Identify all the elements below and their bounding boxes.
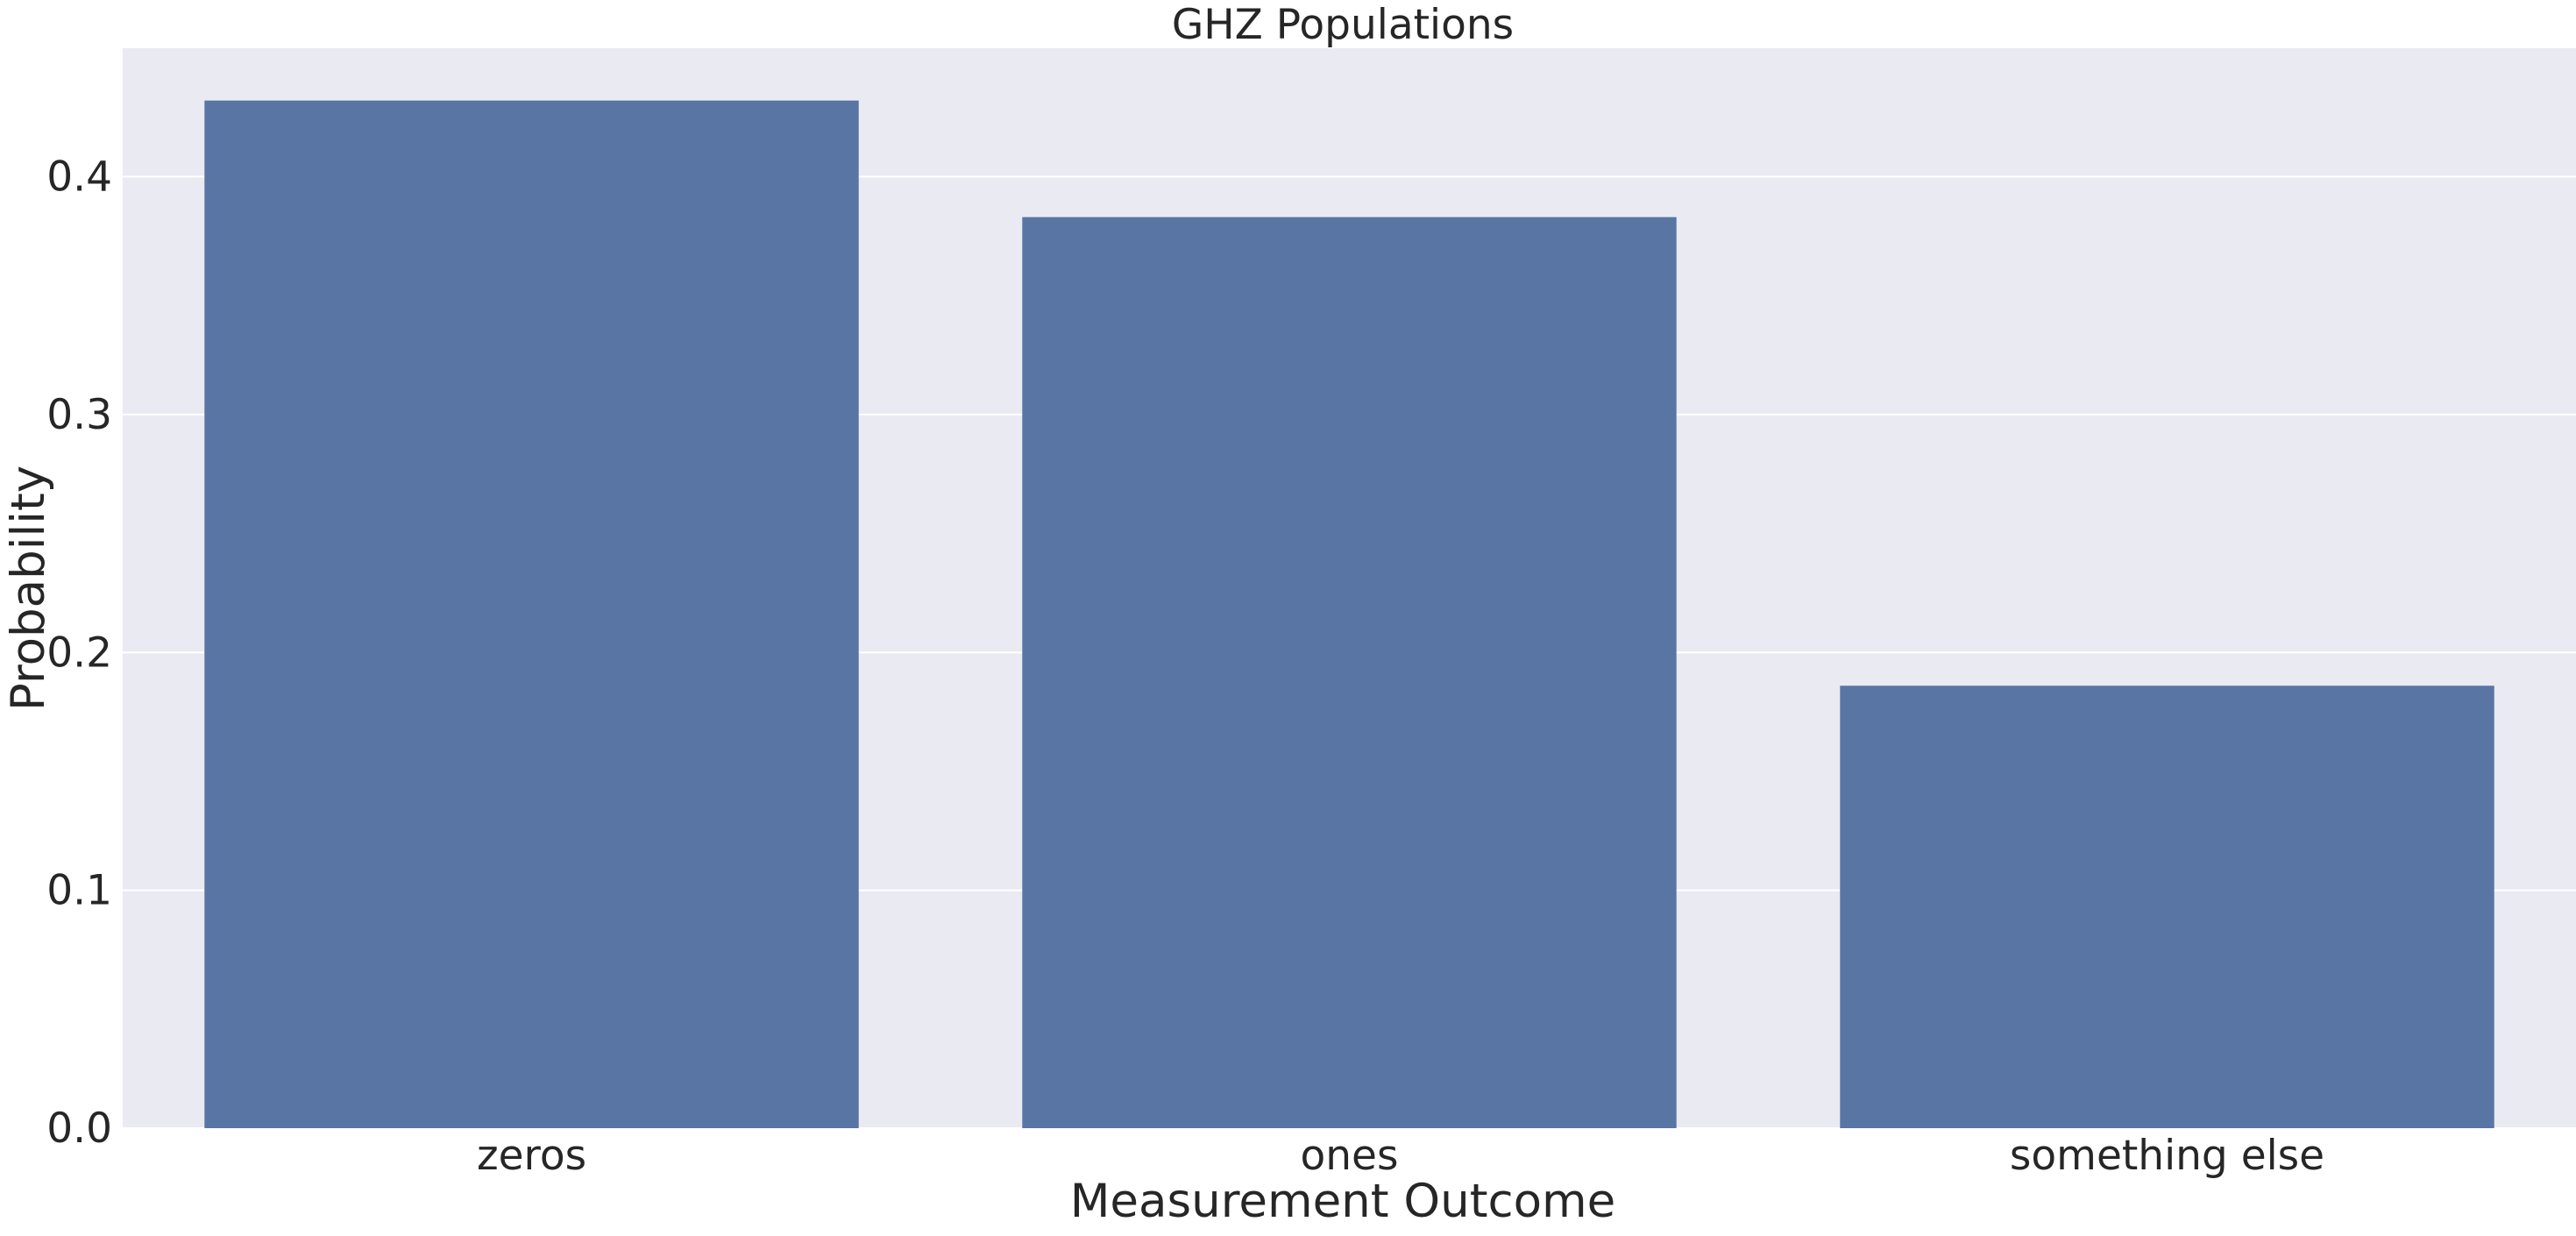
x-axis-label: Measurement Outcome: [1070, 1175, 1616, 1228]
bar-ones: [1022, 217, 1677, 1129]
x-tick-label: something else: [2010, 1132, 2324, 1180]
y-tick-labels: 0.0 0.1 0.2 0.3 0.4: [46, 153, 112, 1153]
y-tick-label: 0.2: [46, 629, 112, 677]
chart-title: GHZ Populations: [1172, 1, 1514, 49]
bar-zeros: [204, 100, 859, 1128]
x-tick-label: ones: [1301, 1132, 1399, 1180]
y-tick-label: 0.4: [46, 153, 112, 202]
y-tick-label: 0.3: [46, 391, 112, 439]
bars: [204, 100, 2494, 1129]
x-tick-labels: zeros ones something else: [477, 1132, 2324, 1180]
y-tick-label: 0.0: [46, 1105, 112, 1153]
x-tick-label: zeros: [477, 1132, 586, 1180]
y-tick-label: 0.1: [46, 867, 112, 915]
bar-something-else: [1840, 685, 2494, 1128]
y-axis-label: Probability: [2, 465, 55, 711]
